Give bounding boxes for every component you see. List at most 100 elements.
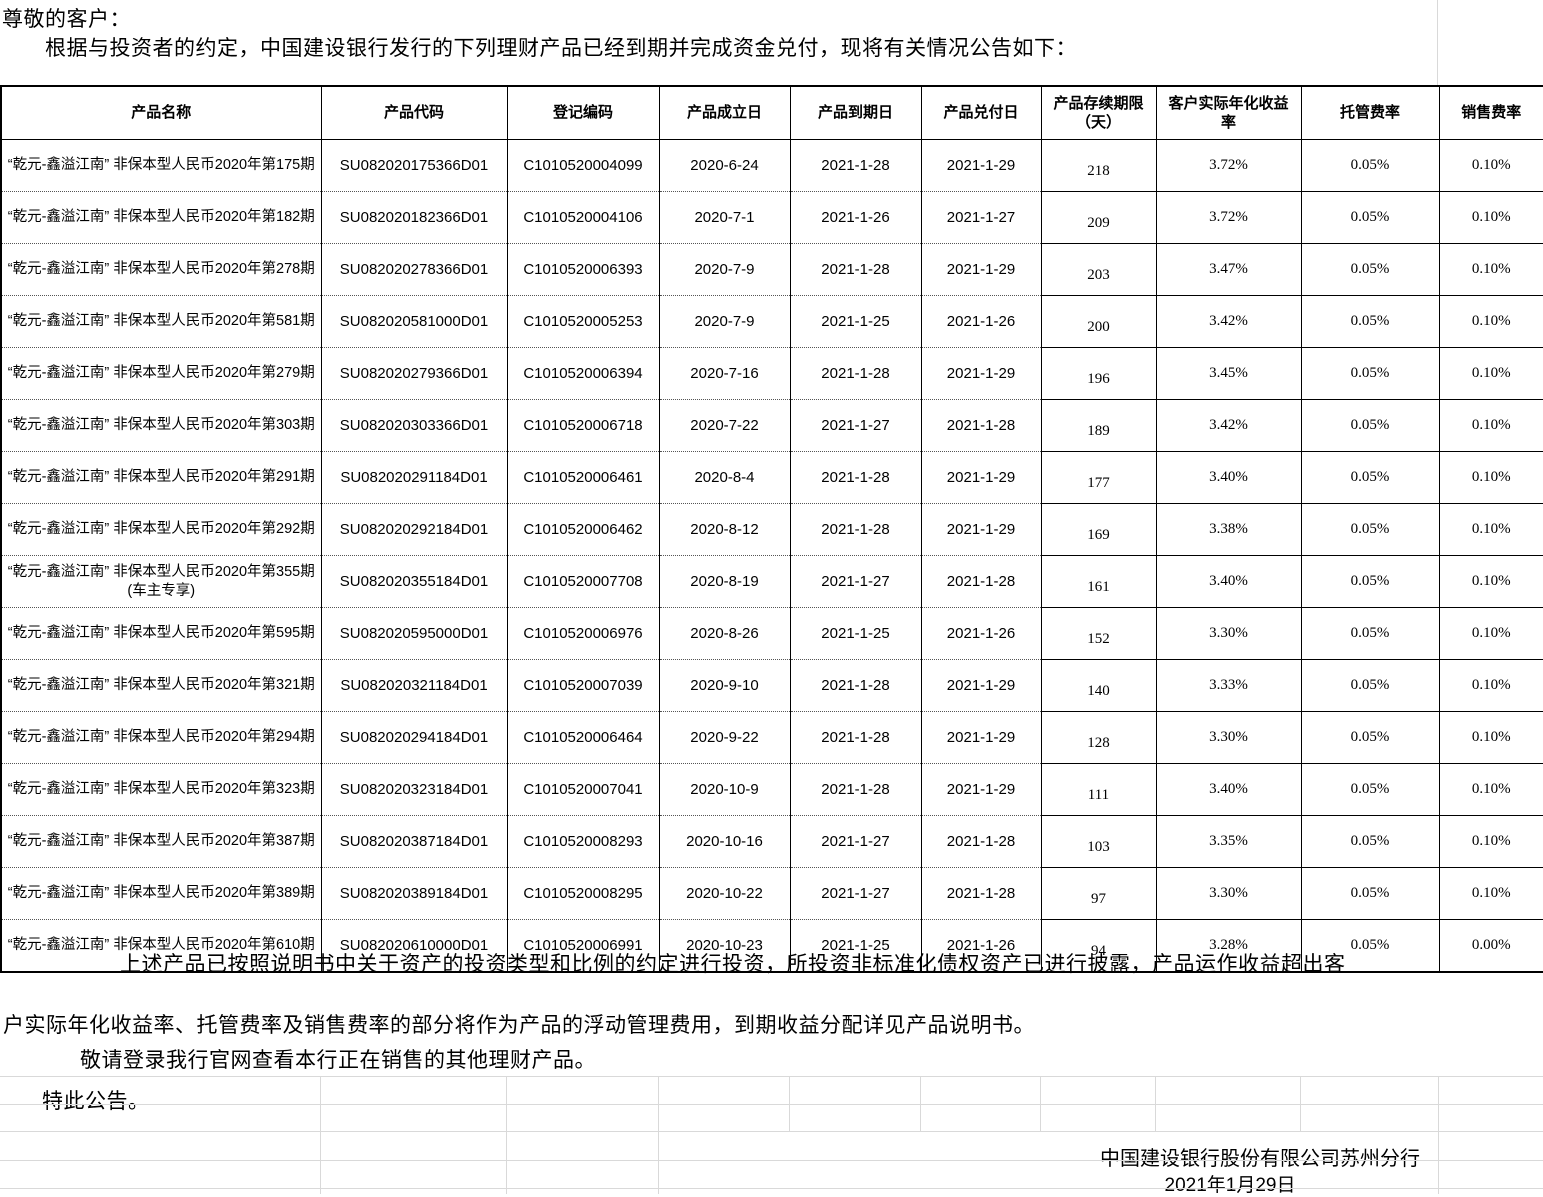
cell-payment-date: 2021-1-29 — [920, 243, 1042, 296]
cell-maturity-date: 2021-1-28 — [789, 711, 922, 764]
cell-product-code: SU082020278366D01 — [320, 243, 508, 296]
gridline-v — [1040, 1076, 1041, 1131]
cell-custody-fee: 0.05% — [1300, 139, 1440, 192]
note-line-3: 敬请登录我行官网查看本行正在销售的其他理财产品。 — [80, 1049, 596, 1072]
cell-product-name: “乾元-鑫溢江南” 非保本型人民币2020年第323期 — [0, 763, 322, 816]
cell-payment-date: 2021-1-26 — [920, 607, 1042, 660]
cell-sales-fee: 0.10% — [1438, 711, 1543, 764]
table-row: “乾元-鑫溢江南” 非保本型人民币2020年第323期 SU08202032318… — [0, 763, 1543, 816]
cell-product-code: SU082020303366D01 — [320, 399, 508, 452]
cell-registration-code: C1010520005253 — [506, 295, 660, 348]
cell-annualized-yield: 3.72% — [1155, 139, 1302, 192]
cell-custody-fee: 0.05% — [1300, 763, 1440, 816]
cell-custody-fee: 0.05% — [1300, 815, 1440, 868]
cell-annualized-yield: 3.72% — [1155, 191, 1302, 244]
cell-product-name: “乾元-鑫溢江南” 非保本型人民币2020年第278期 — [0, 243, 322, 296]
cell-establish-date: 2020-10-16 — [658, 815, 791, 868]
header-duration-days: 产品存续期限（天） — [1040, 86, 1157, 140]
cell-product-code: SU082020387184D01 — [320, 815, 508, 868]
cell-maturity-date: 2021-1-28 — [789, 763, 922, 816]
cell-payment-date: 2021-1-29 — [920, 347, 1042, 400]
table-row: “乾元-鑫溢江南” 非保本型人民币2020年第387期 SU08202038718… — [0, 815, 1543, 868]
cell-establish-date: 2020-8-19 — [658, 555, 791, 608]
cell-sales-fee: 0.10% — [1438, 659, 1543, 712]
cell-product-name: “乾元-鑫溢江南” 非保本型人民币2020年第355期(车主专享) — [0, 555, 322, 608]
cell-product-name: “乾元-鑫溢江南” 非保本型人民币2020年第387期 — [0, 815, 322, 868]
cell-annualized-yield: 3.38% — [1155, 503, 1302, 556]
cell-product-name: “乾元-鑫溢江南” 非保本型人民币2020年第291期 — [0, 451, 322, 504]
note-line-2: 户实际年化收益率、托管费率及销售费率的部分将作为产品的浮动管理费用，到期收益分配… — [3, 1014, 1035, 1037]
cell-custody-fee: 0.05% — [1300, 295, 1440, 348]
table-row: “乾元-鑫溢江南” 非保本型人民币2020年第610期 SU08202061000… — [0, 919, 1543, 973]
cell-sales-fee: 0.00% — [1438, 919, 1543, 973]
cell-sales-fee: 0.10% — [1438, 555, 1543, 608]
cell-product-name: “乾元-鑫溢江南” 非保本型人民币2020年第292期 — [0, 503, 322, 556]
cell-duration-days: 140 — [1040, 659, 1157, 712]
cell-sales-fee: 0.10% — [1438, 763, 1543, 816]
header-registration-code: 登记编码 — [506, 86, 660, 140]
table-row: “乾元-鑫溢江南” 非保本型人民币2020年第278期 SU08202027836… — [0, 243, 1543, 296]
cell-product-name: “乾元-鑫溢江南” 非保本型人民币2020年第279期 — [0, 347, 322, 400]
cell-maturity-date: 2021-1-28 — [789, 347, 922, 400]
cell-maturity-date: 2021-1-27 — [789, 867, 922, 920]
cell-establish-date: 2020-7-9 — [658, 295, 791, 348]
cell-registration-code: C1010520006464 — [506, 711, 660, 764]
cell-sales-fee: 0.10% — [1438, 243, 1543, 296]
cell-sales-fee: 0.10% — [1438, 451, 1543, 504]
cell-annualized-yield: 3.42% — [1155, 399, 1302, 452]
cell-payment-date: 2021-1-28 — [920, 399, 1042, 452]
cell-registration-code: C1010520007041 — [506, 763, 660, 816]
cell-duration-days: 97 — [1040, 867, 1157, 920]
table-row: “乾元-鑫溢江南” 非保本型人民币2020年第321期 SU08202032118… — [0, 659, 1543, 712]
cell-duration-days: 128 — [1040, 711, 1157, 764]
cell-annualized-yield: 3.42% — [1155, 295, 1302, 348]
cell-annualized-yield: 3.35% — [1155, 815, 1302, 868]
cell-duration-days: 196 — [1040, 347, 1157, 400]
cell-maturity-date: 2021-1-27 — [789, 815, 922, 868]
header-product-code: 产品代码 — [320, 86, 508, 140]
cell-duration-days: 103 — [1040, 815, 1157, 868]
cell-establish-date: 2020-10-23 — [658, 919, 791, 973]
table-header-row: 产品名称 产品代码 登记编码 产品成立日 产品到期日 产品兑付日 产品存续期限（… — [0, 86, 1543, 140]
header-product-name: 产品名称 — [0, 86, 322, 140]
cell-registration-code: C1010520008295 — [506, 867, 660, 920]
gridline-top-right — [1437, 0, 1438, 85]
gridline-h — [0, 1131, 1543, 1132]
cell-annualized-yield: 3.47% — [1155, 243, 1302, 296]
cell-product-code: SU082020595000D01 — [320, 607, 508, 660]
gridline-v — [1155, 1076, 1156, 1131]
cell-payment-date: 2021-1-26 — [920, 295, 1042, 348]
cell-establish-date: 2020-6-24 — [658, 139, 791, 192]
cell-duration-days: 177 — [1040, 451, 1157, 504]
cell-custody-fee: 0.05% — [1300, 451, 1440, 504]
cell-product-name: “乾元-鑫溢江南” 非保本型人民币2020年第294期 — [0, 711, 322, 764]
cell-payment-date: 2021-1-29 — [920, 763, 1042, 816]
gridline-h — [0, 1076, 1543, 1077]
table-row: “乾元-鑫溢江南” 非保本型人民币2020年第279期 SU08202027936… — [0, 347, 1543, 400]
cell-custody-fee: 0.05% — [1300, 867, 1440, 920]
product-table-body: “乾元-鑫溢江南” 非保本型人民币2020年第175期 SU08202017536… — [0, 139, 1543, 973]
cell-maturity-date: 2021-1-28 — [789, 451, 922, 504]
gridline-h — [0, 1160, 1543, 1161]
cell-payment-date: 2021-1-29 — [920, 503, 1042, 556]
cell-product-code: SU082020182366D01 — [320, 191, 508, 244]
cell-duration-days: 152 — [1040, 607, 1157, 660]
cell-registration-code: C1010520006394 — [506, 347, 660, 400]
cell-registration-code: C1010520008293 — [506, 815, 660, 868]
cell-custody-fee: 0.05% — [1300, 191, 1440, 244]
cell-establish-date: 2020-7-9 — [658, 243, 791, 296]
header-payment-date: 产品兑付日 — [920, 86, 1042, 140]
table-row: “乾元-鑫溢江南” 非保本型人民币2020年第355期(车主专享) SU08202… — [0, 555, 1543, 608]
cell-registration-code: C1010520007708 — [506, 555, 660, 608]
cell-annualized-yield: 3.30% — [1155, 867, 1302, 920]
table-row: “乾元-鑫溢江南” 非保本型人民币2020年第175期 SU08202017536… — [0, 139, 1543, 192]
cell-payment-date: 2021-1-28 — [920, 867, 1042, 920]
cell-establish-date: 2020-10-9 — [658, 763, 791, 816]
cell-annualized-yield: 3.40% — [1155, 763, 1302, 816]
table-row: “乾元-鑫溢江南” 非保本型人民币2020年第291期 SU08202029118… — [0, 451, 1543, 504]
cell-payment-date: 2021-1-29 — [920, 659, 1042, 712]
cell-establish-date: 2020-8-4 — [658, 451, 791, 504]
note-line-4: 特此公告。 — [42, 1090, 150, 1113]
cell-product-code: SU082020389184D01 — [320, 867, 508, 920]
cell-product-code: SU082020581000D01 — [320, 295, 508, 348]
